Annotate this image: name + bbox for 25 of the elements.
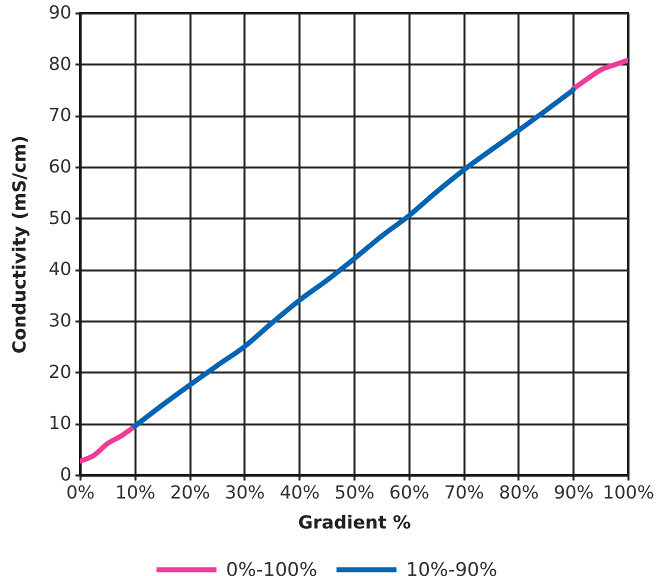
legend-label: 10%-90% [406,558,498,576]
x-tick-label: 70% [444,482,484,504]
x-tick-label: 10% [115,482,156,504]
x-tick-label: 60% [389,482,430,504]
x-tick-label: 80% [498,482,539,504]
y-tick-label: 70 [48,105,72,126]
y-tick-label: 40 [48,259,72,280]
y-tick-label: 30 [48,310,72,332]
y-tick-label: 0 [60,464,72,486]
y-tick-label: 80 [48,54,72,75]
y-tick-label: 20 [48,362,72,383]
x-tick-label: 30% [224,482,265,504]
x-tick-label: 50% [334,482,375,504]
y-tick-label: 10 [48,413,72,434]
x-tick-label: 0% [66,482,95,504]
y-tick-label: 60 [48,156,72,178]
x-tick-label: 90% [554,482,594,504]
legend-label: 0%-100% [226,558,318,576]
x-tick-label: 20% [170,482,210,504]
y-axis-title: Conductivity (mS/cm) [10,135,31,354]
x-tick-label: 40% [280,482,320,504]
x-tick-label: 100% [602,482,654,504]
y-tick-label: 50 [48,208,72,229]
y-tick-label: 90 [48,2,72,24]
x-axis-title: Gradient % [298,512,411,534]
